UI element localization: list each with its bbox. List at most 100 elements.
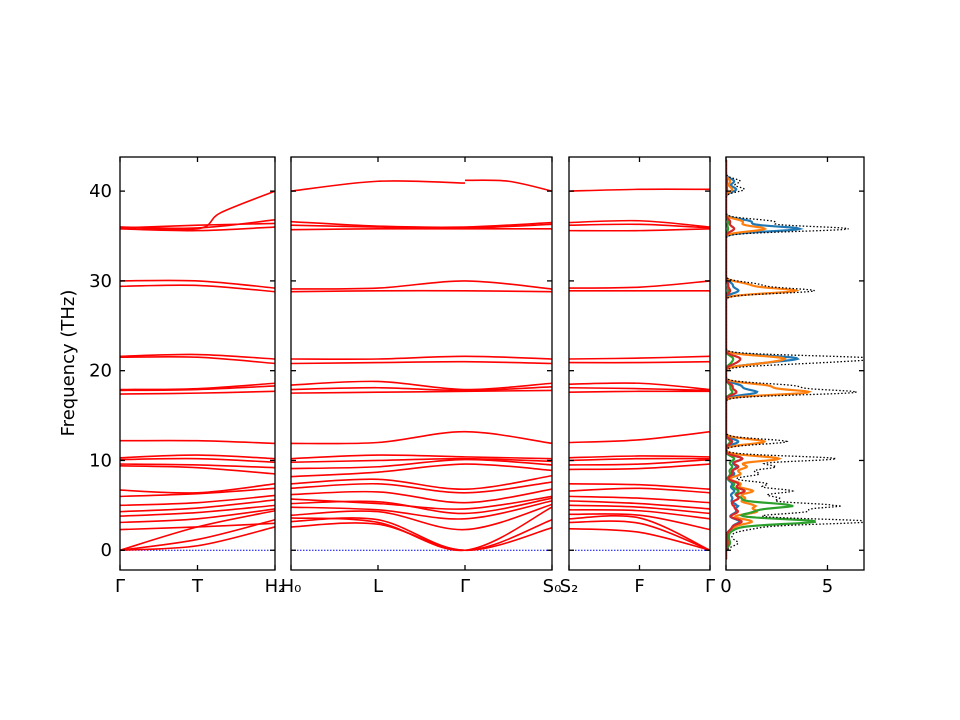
band-panel-3: S₂ F Γ (560, 156, 715, 597)
x-tick-label: Γ (705, 576, 715, 597)
phonon-band (569, 430, 710, 444)
phonon-band (291, 497, 552, 515)
phonon-band (120, 457, 275, 464)
phonon-band (291, 220, 552, 229)
y-tick-label: 20 (89, 361, 112, 382)
dos-x-tick-label: 5 (822, 576, 833, 597)
phonon-band (120, 390, 275, 395)
x-tick-label: F (634, 576, 644, 597)
x-tick-label: Γ (460, 576, 470, 597)
phonon-band (291, 495, 552, 510)
y-axis-label: Frequency (THz) (58, 290, 79, 437)
phonon-band (569, 520, 710, 551)
phonon-band (291, 457, 552, 464)
phonon-band (291, 360, 552, 365)
x-tick-label: S₂ (560, 576, 579, 597)
phonon-band (120, 439, 275, 445)
phonon-band (569, 280, 710, 289)
phonon-band (120, 526, 275, 552)
x-tick-label: Γ (115, 576, 125, 597)
phonon-band (569, 390, 710, 394)
phonon-band (291, 454, 552, 460)
phonon-band (120, 382, 275, 391)
phonon-band (569, 513, 710, 531)
phonon-band (120, 483, 275, 494)
band-panel-2: H₀ L Γ S₀ (281, 156, 562, 597)
x-tick-label: H₀ (281, 576, 302, 597)
phonon-band (569, 504, 710, 515)
phonon-band (291, 389, 552, 394)
x-tick-label: H₂ (265, 576, 286, 597)
phonon-band (569, 487, 710, 494)
phonon-band (291, 180, 466, 192)
phonon-band (120, 494, 275, 507)
phonon-band (464, 179, 552, 192)
phonon-band (569, 228, 710, 232)
phonon-band (120, 355, 275, 365)
phonon-band (120, 522, 275, 531)
phonon-band (569, 457, 710, 462)
projected-dos-curve (726, 159, 817, 560)
panel-plot-area (569, 188, 710, 552)
phonon-band (291, 506, 552, 552)
phonon-band (291, 380, 552, 391)
phonon-band (569, 355, 710, 360)
phonon-band (569, 219, 710, 228)
phonon-band (120, 284, 275, 293)
panel-frame (290, 156, 553, 571)
phonon-band (291, 386, 552, 392)
y-tick-label: 30 (89, 271, 112, 292)
y-tick-label: 40 (89, 181, 112, 202)
phonon-band (120, 508, 275, 524)
phonon-band (120, 279, 275, 289)
y-tick-label: 0 (101, 540, 112, 561)
phonon-band (291, 227, 552, 231)
phonon-band (120, 353, 275, 360)
projected-dos-curve (726, 159, 813, 560)
phonon-band (120, 385, 275, 392)
phonon-band (120, 463, 275, 469)
phonon-band (120, 190, 275, 231)
phonon-band (569, 527, 710, 552)
panel-frame (568, 156, 711, 571)
phonon-band (291, 430, 552, 445)
phonon-band (291, 474, 552, 491)
total-dos-curve (726, 159, 864, 560)
dos-frame (725, 156, 865, 571)
phonon-band (569, 382, 710, 391)
phonon-band (569, 360, 710, 364)
phonon-band (569, 495, 710, 504)
phonon-band (569, 386, 710, 392)
panel-plot-area (291, 179, 552, 552)
phonon-band (120, 487, 275, 498)
dos-plot-area (726, 159, 864, 560)
phonon-band (569, 458, 710, 466)
dos-x-tick-label: 0 (720, 576, 731, 597)
phonon-band (569, 223, 710, 229)
phonon-band (569, 500, 710, 510)
x-tick-label: T (191, 576, 204, 597)
phonon-band (291, 503, 552, 531)
phonon-band (569, 455, 710, 459)
phonon-band (120, 454, 275, 460)
phonon-band (569, 188, 710, 192)
phonon-band (291, 463, 552, 478)
band-panel-1: 0 10 20 30 40 Γ T H₂ (89, 156, 286, 597)
phonon-band (569, 463, 710, 471)
projected-dos-curve (726, 159, 747, 560)
phonon-band (291, 355, 552, 361)
x-tick-label: S₀ (543, 576, 562, 597)
phonon-band (569, 514, 710, 551)
phonon-band (291, 458, 552, 470)
phonon-band (569, 508, 710, 520)
phonon-band (291, 280, 552, 290)
phonon-band (569, 483, 710, 490)
panel-plot-area (120, 190, 275, 552)
projected-dos-curve (726, 159, 804, 560)
phonon-band (120, 509, 275, 552)
x-tick-label: L (373, 576, 383, 597)
phonon-band (120, 504, 275, 517)
